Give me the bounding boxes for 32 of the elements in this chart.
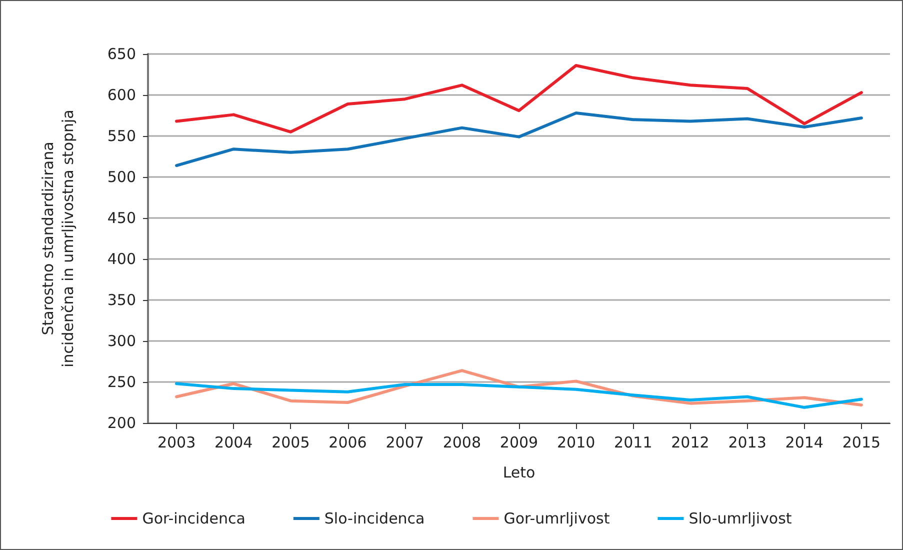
x-tick-label: 2006 bbox=[328, 434, 367, 452]
x-tick-label: 2010 bbox=[556, 434, 596, 452]
x-tick-label: 2012 bbox=[671, 434, 710, 452]
y-tick-label: 350 bbox=[107, 291, 136, 309]
x-tick-label: 2004 bbox=[214, 434, 253, 452]
x-tick-label: 2013 bbox=[728, 434, 766, 452]
y-tick-label: 650 bbox=[107, 45, 136, 63]
y-tick-label: 250 bbox=[107, 373, 136, 391]
x-tick-label: 2015 bbox=[842, 434, 881, 452]
y-axis-title: Starostno standardizirana incidenčna in umrljivostna stopnja bbox=[39, 110, 77, 368]
legend-label: Slo-incidenca bbox=[324, 510, 425, 528]
x-axis-title: Leto bbox=[502, 464, 536, 482]
line-series bbox=[175, 112, 863, 168]
x-tick-label: 2007 bbox=[386, 434, 424, 452]
x-tick-label: 2011 bbox=[614, 434, 652, 452]
legend-label: Slo-umrljivost bbox=[688, 510, 792, 528]
line-series bbox=[175, 382, 863, 409]
y-tick-label: 550 bbox=[107, 127, 136, 145]
legend-label: Gor-umrljivost bbox=[504, 510, 610, 528]
y-tick-label: 200 bbox=[107, 414, 136, 432]
x-tick-label: 2008 bbox=[442, 434, 482, 452]
x-tick-label: 2003 bbox=[157, 434, 196, 452]
x-tick-label: 2009 bbox=[500, 434, 538, 452]
y-tick-label: 450 bbox=[107, 209, 136, 227]
x-tick-label: 2014 bbox=[785, 434, 824, 452]
line-series bbox=[175, 64, 863, 134]
y-tick-label: 300 bbox=[107, 332, 136, 350]
y-tick-label: 600 bbox=[107, 86, 136, 104]
y-tick-label: 500 bbox=[107, 168, 136, 186]
y-tick-label: 400 bbox=[107, 250, 136, 268]
legend-label: Gor-incidenca bbox=[142, 510, 246, 528]
x-tick-label: 2005 bbox=[272, 434, 310, 452]
